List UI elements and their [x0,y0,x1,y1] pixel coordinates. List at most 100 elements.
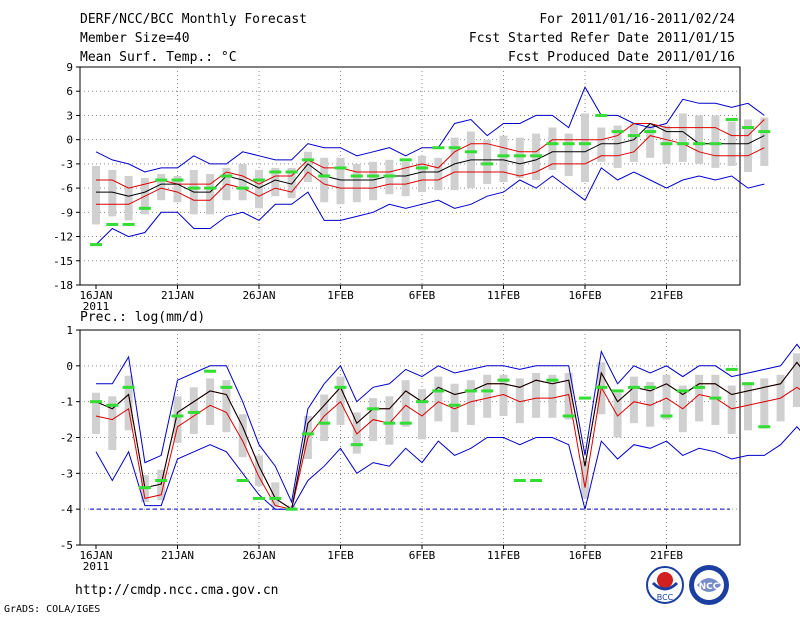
observed-marker [416,400,428,404]
observed-marker [513,154,526,158]
spread-box [727,385,736,434]
spread-box [744,119,752,172]
spread-box [271,482,280,508]
source-url[interactable]: http://cmdp.ncc.cma.gov.cn [75,583,279,598]
observed-marker [742,382,754,386]
observed-marker [530,154,543,158]
spread-box [499,374,508,416]
x-tick-label: 21JAN [161,289,194,302]
svg-text:BCC: BCC [657,593,674,602]
observed-marker [644,385,657,389]
forecast-start-date: Fcst Started Refer Date 2011/01/15 [468,31,735,46]
precip-panel-label: Prec.: log(mm/d) [80,310,208,325]
svg-text:NCC: NCC [699,582,720,592]
observed-marker [187,186,200,190]
observed-marker [383,421,396,425]
spread-box [336,376,345,425]
spread-box [434,376,443,422]
spread-box [532,373,541,418]
observed-marker [204,186,217,190]
observed-marker [464,389,477,393]
y-tick-label: -18 [53,279,73,292]
observed-marker [497,378,510,382]
series-p10-line [96,135,765,205]
observed-marker [530,479,543,482]
observed-marker [693,385,706,389]
observed-marker [285,507,298,511]
observed-marker [416,166,428,170]
spread-box [157,173,166,201]
observed-marker [350,174,363,178]
series-max-line [95,86,765,173]
spread-box [206,378,215,425]
observed-marker [627,385,640,389]
y-tick-label: 0 [66,360,73,373]
spread-box [613,125,622,168]
spread-box [662,374,671,420]
spread-box [401,161,410,197]
y-tick-label: 6 [66,85,73,98]
spread-box [792,353,800,408]
y-tick-label: -2 [60,432,73,445]
spread-box [564,133,573,176]
observed-marker [220,385,233,389]
observed-marker [204,369,217,373]
series-min-line [95,167,765,245]
observed-marker [301,432,314,436]
spread-box [744,381,752,431]
observed-marker [236,186,249,190]
x-tick-label: 1FEB [327,549,354,562]
observed-marker [595,385,608,389]
x-tick-label: 26JAN [242,549,275,562]
observed-marker [611,389,624,393]
grads-credit: GrADS: COLA/IGES [4,604,101,615]
observed-marker [676,142,689,146]
spread-box [124,176,133,221]
observed-marker [90,400,102,404]
spread-box [483,374,492,418]
spread-box [108,396,117,451]
spread-box [450,383,459,433]
series-max-line [96,343,800,504]
spread-box [499,135,508,183]
observed-marker [269,496,282,500]
y-tick-label: -5 [60,539,73,552]
observed-marker [497,154,510,158]
observed-marker [644,130,657,134]
chart-title: DERF/NCC/BCC Monthly Forecast [80,12,307,27]
observed-marker [693,142,706,146]
spread-box [206,173,215,215]
observed-marker [138,206,151,210]
spread-box [629,123,638,162]
spread-box [548,127,557,170]
x-tick-label: 26JAN [242,289,275,302]
spread-box [695,115,704,164]
observed-marker [562,414,575,418]
spread-box [255,169,263,209]
spread-box [646,125,655,158]
spread-box [597,127,606,162]
spread-box [678,113,687,162]
spread-box [189,387,198,434]
observed-marker [399,421,412,425]
spread-box [108,169,117,217]
variable-label: Mean Surf. Temp.: °C [80,50,237,65]
panel-1-frame [79,66,741,286]
observed-marker [106,403,119,407]
forecast-produced-date: Fcst Produced Date 2011/01/16 [508,50,735,65]
spread-box [760,378,769,429]
x-tick-label: 16FEB [568,549,601,562]
observed-marker [660,414,673,418]
observed-marker [187,410,200,414]
observed-marker [660,142,673,146]
observed-marker [399,158,412,162]
x-year-label: 2011 [83,560,110,573]
series-p90-line [95,361,800,511]
observed-marker [334,385,347,389]
observed-marker [448,146,461,150]
observed-marker [481,389,494,393]
observed-marker [171,178,184,182]
observed-marker [758,130,771,134]
spread-box [336,157,345,205]
y-tick-label: -12 [53,231,73,244]
